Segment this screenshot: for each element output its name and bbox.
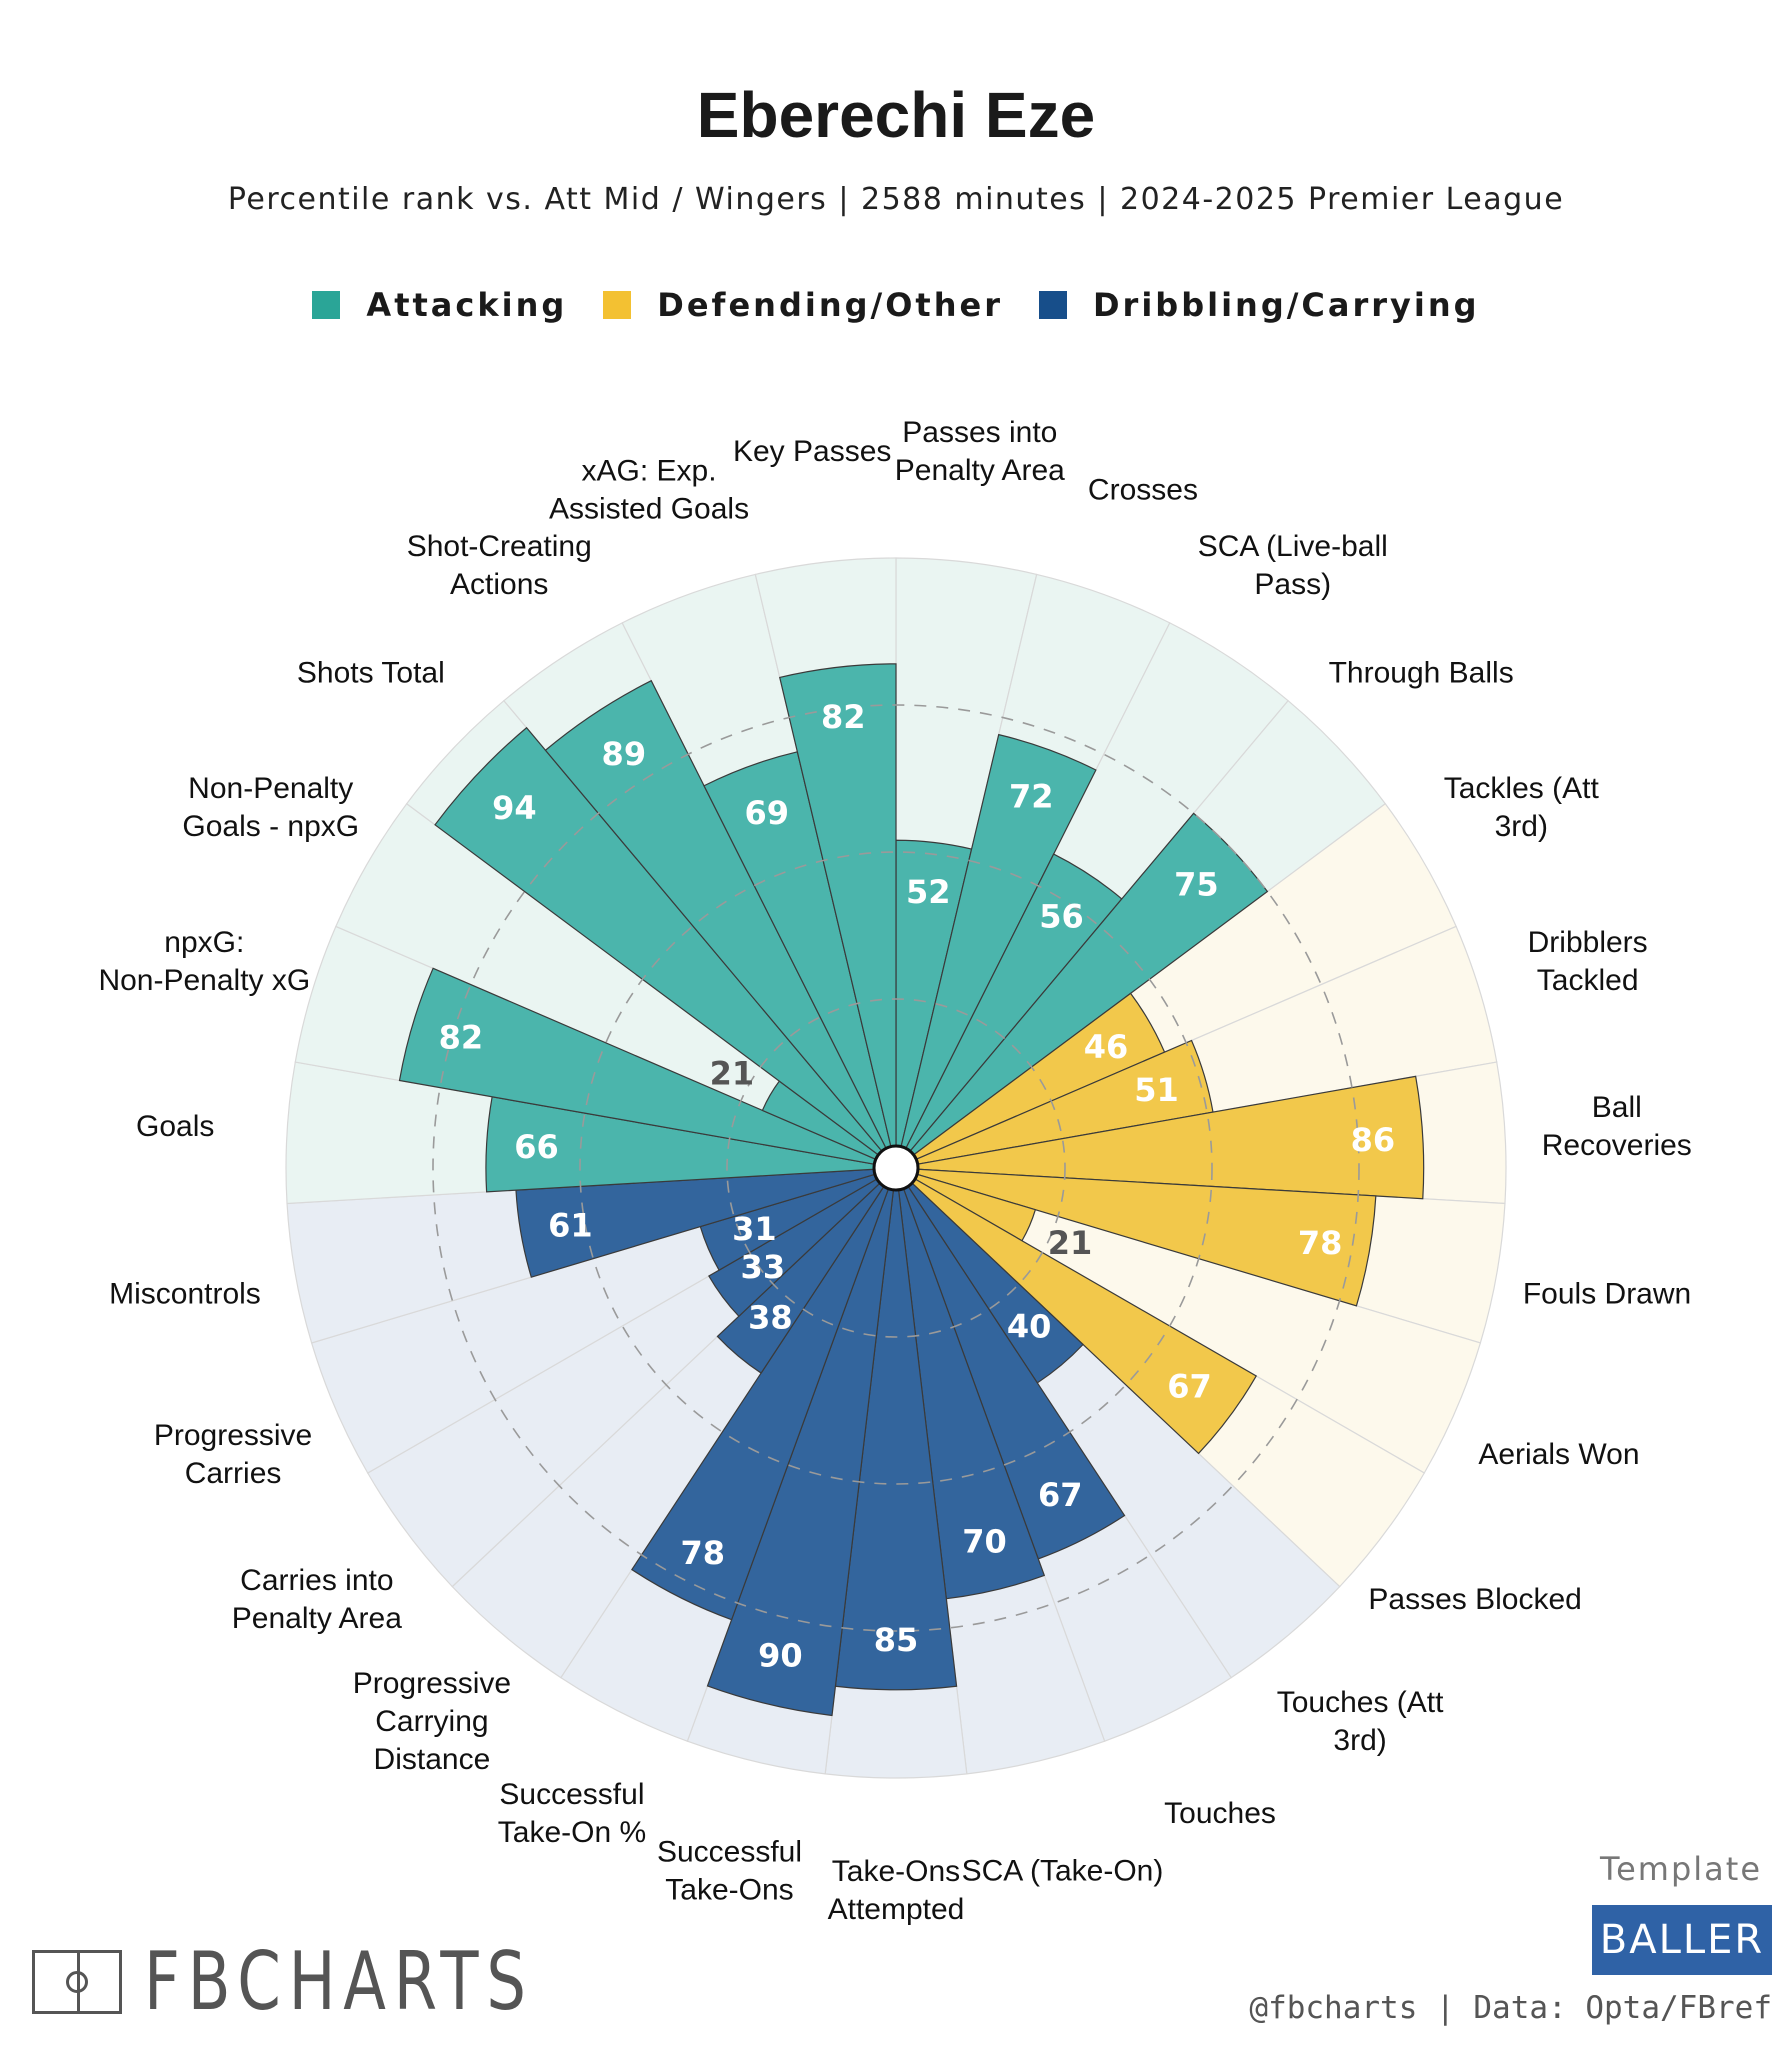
category-label-successful-take-on: Successful Take-On % [498, 1778, 646, 1849]
template-label: Template [1599, 1850, 1762, 1888]
value-label-dribblers-tackled: 51 [1134, 1071, 1179, 1109]
value-label-touches: 67 [1038, 1476, 1083, 1514]
legend-label-defending: Defending/Other [657, 286, 1003, 324]
value-label-crosses: 72 [1009, 777, 1054, 815]
category-label-progressive-carries: Progressive Carries [154, 1419, 312, 1490]
value-label-aerials-won: 21 [1048, 1224, 1093, 1262]
value-label-miscontrols: 61 [548, 1206, 593, 1244]
data-credit: @fbcharts | Data: Opta/FBref [1249, 1990, 1772, 2026]
value-label-sca-live-ball-pass: 56 [1039, 897, 1084, 935]
value-label-key-passes: 82 [821, 698, 866, 736]
category-label-touches-att-3rd: Touches (Att 3rd) [1277, 1686, 1444, 1757]
value-label-touches-att-3rd: 40 [1007, 1308, 1052, 1346]
value-label-shot-creating-actions: 89 [602, 735, 647, 773]
center-hole [872, 1144, 920, 1192]
value-label-ball-recoveries: 86 [1351, 1121, 1396, 1159]
value-label-successful-take-ons: 90 [758, 1637, 803, 1675]
legend-label-attacking: Attacking [366, 286, 568, 324]
legend-item-dribbling: Dribbling/Carrying [1038, 286, 1480, 324]
gridline-75 [432, 704, 1360, 1632]
category-label-successful-take-ons: Successful Take-Ons [657, 1836, 802, 1907]
category-label-shots-total: Shots Total [297, 657, 445, 690]
legend-label-dribbling: Dribbling/Carrying [1092, 286, 1480, 324]
value-label-progressive-carrying-distance: 38 [748, 1299, 793, 1337]
value-label-through-balls: 75 [1174, 866, 1219, 904]
category-label-non-penalty-goals-npxg: Non-Penalty Goals - npxG [182, 772, 359, 843]
value-label-carries-into-penalty-area: 33 [741, 1248, 786, 1286]
category-label-ball-recoveries: Ball Recoveries [1542, 1091, 1692, 1162]
legend-item-attacking: Attacking [312, 286, 567, 324]
category-label-sca-live-ball-pass: SCA (Live-ball Pass) [1198, 530, 1388, 601]
legend-item-defending: Defending/Other [603, 286, 1003, 324]
category-label-progressive-carrying-distance: Progressive Carrying Distance [353, 1667, 511, 1776]
category-label-passes-into-penalty-area: Passes into Penalty Area [895, 416, 1065, 487]
fbcharts-logo: FBCHARTS [32, 1942, 644, 2022]
gridline-25 [726, 998, 1066, 1338]
value-label-sca-take-on: 70 [962, 1522, 1007, 1560]
value-label-fouls-drawn: 78 [1298, 1224, 1343, 1262]
category-label-key-passes: Key Passes [733, 435, 891, 468]
category-label-dribblers-tackled: Dribblers Tackled [1528, 926, 1648, 997]
value-label-progressive-carries: 31 [732, 1210, 777, 1248]
category-label-aerials-won: Aerials Won [1478, 1438, 1639, 1471]
category-label-sca-take-on: SCA (Take-On) [962, 1855, 1164, 1888]
category-label-npxg-non-penalty-xg: npxG: Non-Penalty xG [98, 926, 310, 997]
gridlines [432, 704, 1360, 1632]
category-label-carries-into-penalty-area: Carries into Penalty Area [232, 1564, 402, 1635]
category-label-fouls-drawn: Fouls Drawn [1523, 1277, 1691, 1310]
value-label-npxg-non-penalty-xg: 82 [439, 1019, 484, 1057]
value-label-xag-exp-assisted-goals: 69 [745, 794, 790, 832]
legend-swatch-attacking [312, 291, 341, 319]
value-label-goals: 66 [514, 1128, 559, 1166]
template-badge: BALLER [1592, 1905, 1772, 1975]
value-label-shots-total: 94 [492, 789, 537, 827]
value-label-passes-blocked: 67 [1167, 1368, 1212, 1406]
legend: Attacking Defending/Other Dribbling/Carr… [0, 286, 1792, 324]
legend-swatch-dribbling [1038, 291, 1067, 319]
value-label-non-penalty-goals-npxg: 21 [710, 1054, 755, 1092]
value-label-tackles-att-3rd: 46 [1084, 1028, 1129, 1066]
category-label-touches: Touches [1164, 1797, 1276, 1830]
category-label-passes-blocked: Passes Blocked [1368, 1583, 1581, 1616]
category-label-miscontrols: Miscontrols [109, 1277, 261, 1310]
chart-subtitle: Percentile rank vs. Att Mid / Wingers | … [227, 182, 1565, 217]
category-label-goals: Goals [136, 1110, 214, 1143]
value-label-successful-take-on: 78 [680, 1534, 725, 1572]
chart-title: Eberechi Eze [696, 79, 1096, 151]
category-label-tackles-att-3rd: Tackles (Att 3rd) [1444, 772, 1600, 843]
value-label-passes-into-penalty-area: 52 [906, 873, 951, 911]
gridline-50 [579, 851, 1213, 1485]
category-label-shot-creating-actions: Shot-Creating Actions [407, 530, 592, 601]
category-label-xag-exp-assisted-goals: xAG: Exp. Assisted Goals [549, 455, 749, 526]
category-label-take-ons-attempted: Take-Ons Attempted [828, 1855, 965, 1926]
category-label-through-balls: Through Balls [1329, 657, 1514, 690]
category-label-crosses: Crosses [1088, 474, 1198, 507]
brand-name: FBCHARTS [144, 1935, 534, 2028]
value-label-take-ons-attempted: 85 [874, 1621, 919, 1659]
legend-swatch-defending [603, 291, 632, 319]
pitch-icon [32, 1950, 122, 2014]
